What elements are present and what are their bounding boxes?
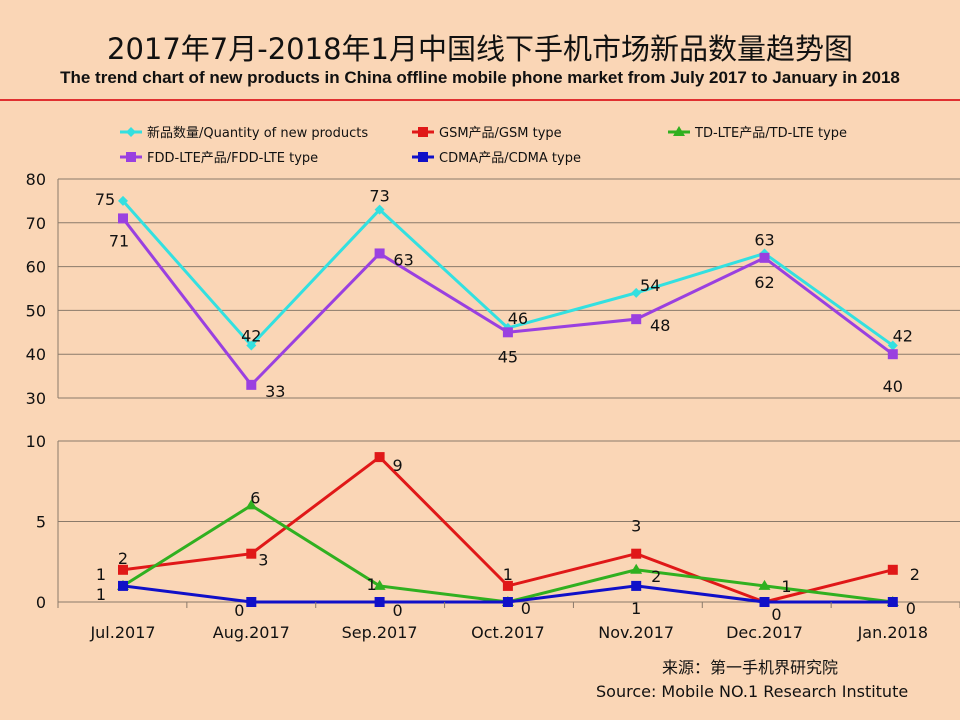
x-tick-label: Dec.2017 (726, 623, 803, 642)
data-point (759, 597, 770, 607)
data-point (246, 379, 257, 390)
data-label: 1 (503, 565, 513, 584)
data-label: 63 (393, 250, 413, 269)
data-point (758, 579, 771, 590)
y-tick-label: 80 (26, 170, 46, 189)
chart-title: 2017年7月-2018年1月中国线下手机市场新品数量趋势图 (107, 32, 853, 66)
data-label: 0 (771, 605, 781, 624)
data-label: 0 (521, 599, 531, 618)
y-tick-label: 70 (26, 214, 46, 233)
data-label: 40 (883, 377, 903, 396)
data-point (887, 564, 898, 575)
data-point (631, 287, 642, 298)
title-divider (0, 99, 960, 101)
data-label: 54 (640, 276, 660, 295)
legend-marker (418, 127, 428, 137)
legend-marker (418, 152, 428, 162)
data-point (245, 499, 258, 510)
data-point (374, 452, 385, 463)
data-label: 63 (754, 230, 774, 249)
data-point (502, 327, 513, 338)
data-point (246, 548, 257, 559)
data-label: 6 (250, 488, 260, 507)
data-point (887, 340, 898, 351)
legend-label: GSM产品/GSM type (439, 126, 562, 141)
data-point (502, 580, 513, 591)
data-label: 2 (651, 567, 661, 586)
data-label: 1 (96, 585, 106, 604)
data-label: 45 (498, 347, 518, 366)
data-label: 2 (910, 565, 920, 584)
x-tick-label: Jan.2018 (857, 623, 928, 642)
chart-subtitle: The trend chart of new products in China… (60, 68, 900, 87)
data-point (631, 314, 642, 325)
x-tick-label: Sep.2017 (342, 623, 418, 642)
data-point (631, 548, 642, 559)
x-tick-label: Aug.2017 (213, 623, 290, 642)
data-point (630, 563, 643, 574)
data-label: 1 (367, 575, 377, 594)
data-label: 1 (781, 577, 791, 596)
legend-marker (126, 152, 136, 162)
data-label: 71 (109, 231, 129, 250)
y-tick-label: 10 (26, 432, 46, 451)
data-label: 48 (650, 316, 670, 335)
y-tick-label: 0 (36, 593, 46, 612)
data-point (373, 579, 386, 590)
y-tick-label: 50 (26, 301, 46, 320)
data-point (118, 580, 128, 591)
x-tick-label: Jul.2017 (89, 623, 155, 642)
data-label: 62 (754, 273, 774, 292)
legend-marker (126, 127, 136, 137)
data-label: 33 (265, 382, 285, 401)
data-label: 2 (118, 549, 128, 568)
data-point (118, 195, 128, 206)
y-tick-label: 5 (36, 513, 46, 532)
data-point (502, 597, 513, 607)
legend-label: FDD-LTE产品/FDD-LTE type (147, 151, 318, 166)
data-label: 0 (906, 599, 916, 618)
data-point (374, 248, 385, 259)
x-tick-label: Oct.2017 (471, 623, 544, 642)
source-cn: 来源：第一手机界研究院 (662, 658, 839, 677)
legend-label: CDMA产品/CDMA type (439, 151, 581, 166)
data-label: 42 (893, 326, 913, 345)
data-point (246, 340, 257, 351)
y-tick-label: 40 (26, 345, 46, 364)
data-label: 0 (393, 601, 403, 620)
data-point (887, 349, 898, 360)
y-tick-label: 30 (26, 389, 46, 408)
y-tick-label: 60 (26, 258, 46, 277)
legend-marker (673, 126, 685, 136)
data-label: 3 (258, 551, 268, 570)
legend-label: 新品数量/Quantity of new products (147, 125, 368, 141)
data-label: 1 (96, 565, 106, 584)
data-point (118, 213, 128, 224)
data-point (759, 252, 770, 263)
data-point (374, 204, 385, 215)
data-label: 46 (508, 309, 528, 328)
data-point (887, 597, 898, 607)
x-tick-label: Nov.2017 (598, 623, 674, 642)
data-label: 0 (234, 601, 244, 620)
data-point (631, 580, 642, 591)
legend-label: TD-LTE产品/TD-LTE type (694, 126, 847, 141)
data-label: 1 (631, 599, 641, 618)
data-point (118, 564, 128, 575)
data-label: 73 (369, 187, 389, 206)
source-en: Source: Mobile NO.1 Research Institute (596, 682, 909, 701)
data-label: 3 (631, 517, 641, 536)
data-point (246, 597, 257, 607)
data-label: 9 (393, 456, 403, 475)
data-label: 75 (95, 190, 115, 209)
data-point (374, 597, 385, 607)
data-label: 42 (241, 326, 261, 345)
